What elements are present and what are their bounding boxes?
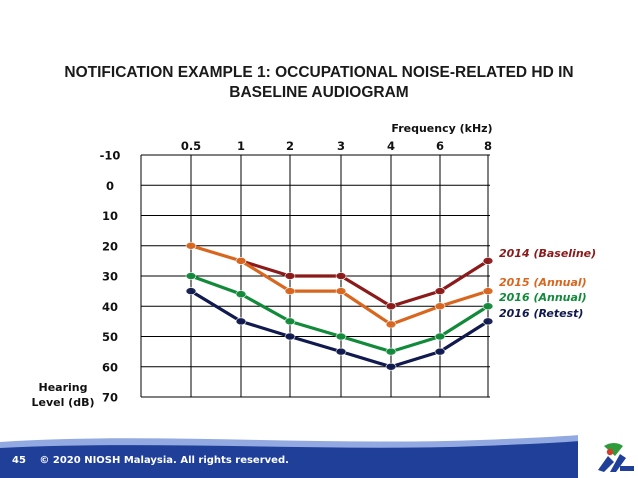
x-axis-title: Frequency (kHz) <box>391 122 492 135</box>
data-point <box>185 287 197 296</box>
data-point <box>335 272 347 280</box>
page-number: 45 <box>12 455 26 466</box>
x-tick-label: 6 <box>436 139 444 153</box>
data-point <box>482 317 494 326</box>
data-point <box>284 272 296 280</box>
series-line <box>240 259 489 308</box>
data-point <box>434 347 446 356</box>
y-tick-label: 10 <box>102 209 118 223</box>
data-point <box>385 347 397 356</box>
series-line <box>190 244 489 326</box>
data-point <box>385 302 397 311</box>
y-tick-label: 40 <box>102 300 118 314</box>
series-legend-label: 2015 (Annual) <box>499 276 587 289</box>
series-legend-label: 2014 (Baseline) <box>499 247 596 260</box>
x-tick-label: 0.5 <box>181 139 201 153</box>
data-point <box>482 287 494 296</box>
series-legend-label: 2016 (Retest) <box>499 307 583 320</box>
data-point <box>335 287 347 296</box>
data-point <box>434 287 446 296</box>
slide-title: NOTIFICATION EXAMPLE 1: OCCUPATIONAL NOI… <box>0 63 638 103</box>
y-tick-label: 30 <box>102 270 118 284</box>
data-point <box>385 320 397 329</box>
x-tick-label: 8 <box>484 139 492 153</box>
data-point <box>235 317 247 326</box>
x-tick-label: 4 <box>387 139 395 153</box>
data-point <box>185 272 197 280</box>
series-legend-label: 2016 (Annual) <box>499 291 587 304</box>
y-tick-label: 60 <box>102 360 118 374</box>
y-tick-label: 50 <box>102 330 118 344</box>
data-point <box>335 332 347 341</box>
slide-title-line-1: NOTIFICATION EXAMPLE 1: OCCUPATIONAL NOI… <box>64 64 574 81</box>
footer-band <box>0 428 638 478</box>
x-tick-label: 2 <box>286 139 294 153</box>
data-point <box>185 241 197 250</box>
data-point <box>284 332 296 341</box>
y-tick-label: 0 <box>106 179 114 193</box>
y-axis-title: Hearing <box>39 381 88 394</box>
data-point <box>482 302 494 311</box>
slide-title-line-2: BASELINE AUDIOGRAM <box>229 84 409 101</box>
niosh-logo <box>598 443 634 472</box>
data-point <box>385 362 397 371</box>
copyright-text: © 2020 NIOSH Malaysia. All rights reserv… <box>39 455 289 466</box>
data-point <box>284 317 296 326</box>
data-point <box>482 256 494 265</box>
data-point <box>434 332 446 341</box>
y-tick-label: 20 <box>102 239 118 253</box>
series-line <box>190 289 489 369</box>
data-point <box>284 287 296 296</box>
y-tick-label: 70 <box>102 391 118 405</box>
data-point <box>235 256 247 265</box>
x-tick-label: 1 <box>237 139 245 153</box>
data-point <box>335 347 347 356</box>
y-axis-title: Level (dB) <box>31 396 94 409</box>
data-point <box>235 290 247 299</box>
footer: 45 © 2020 NIOSH Malaysia. All rights res… <box>12 455 289 466</box>
y-tick-label: -10 <box>100 149 121 163</box>
x-tick-label: 3 <box>337 139 345 153</box>
data-point <box>434 302 446 311</box>
